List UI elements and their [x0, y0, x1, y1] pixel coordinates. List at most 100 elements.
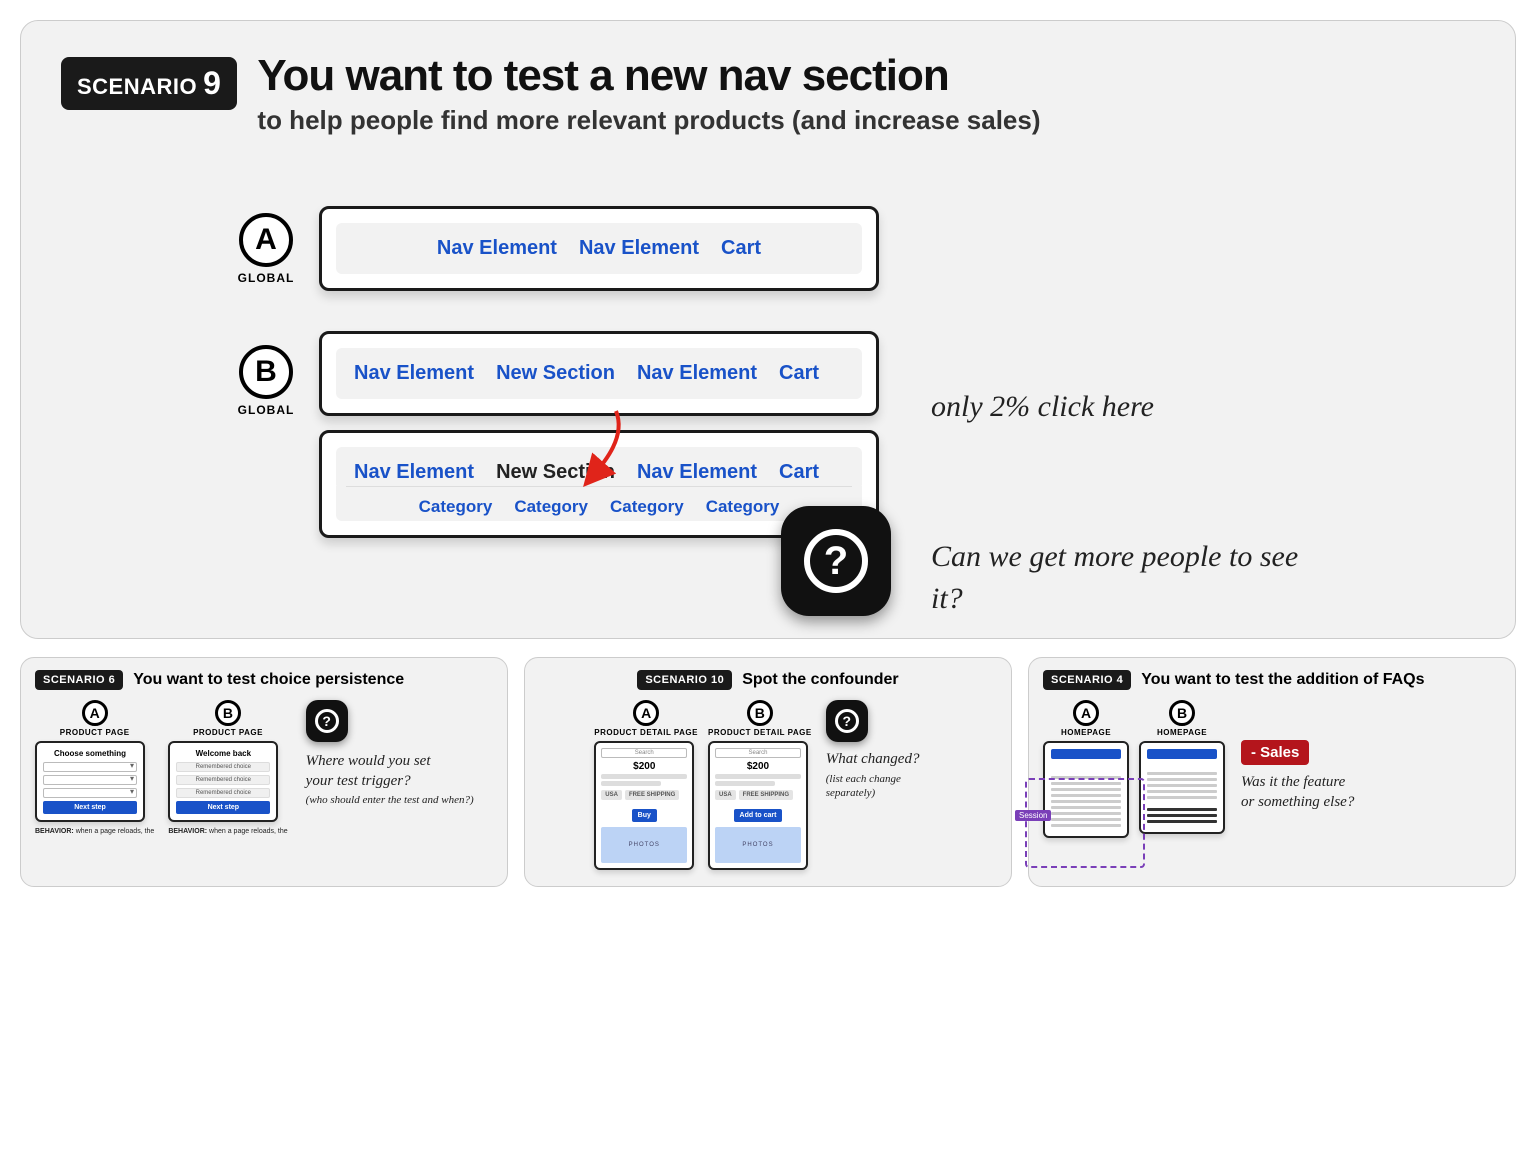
mini-question-icon: ?	[306, 700, 348, 742]
handwritten-note-2: Can we get more people to see it?	[931, 536, 1311, 620]
price-text: $200	[601, 761, 687, 772]
mini-sub: PRODUCT DETAIL PAGE	[708, 728, 812, 737]
variant-b-scope: GLOBAL	[231, 403, 301, 417]
chip: FREE SHIPPING	[739, 790, 793, 800]
mini-card-header: Welcome back	[176, 749, 270, 758]
mini-sub: HOMEPAGE	[1139, 728, 1225, 737]
main-subtitle: to help people find more relevant produc…	[257, 105, 1040, 136]
note-small: (who should enter the test and when?)	[306, 793, 493, 807]
nav-link-new-section[interactable]: New Section	[496, 362, 615, 385]
next-step-button[interactable]: Next step	[176, 801, 270, 814]
mini-sub: PRODUCT DETAIL PAGE	[594, 728, 698, 737]
search-input[interactable]: Search	[715, 748, 801, 758]
category-link[interactable]: Category	[706, 497, 780, 517]
mini-variant-b: B PRODUCT PAGE Welcome back Remembered c…	[168, 700, 287, 835]
remembered-row: Remembered choice	[176, 788, 270, 798]
arrow-icon	[561, 406, 641, 496]
mini-card-a: Choose something Next step	[35, 741, 145, 822]
note-line: your test trigger?	[306, 773, 411, 789]
mini-sub-b: PRODUCT PAGE	[168, 728, 287, 737]
nav-link[interactable]: Nav Element	[354, 461, 474, 484]
note-small: (list each change separately)	[826, 772, 942, 801]
note-line: Was it the feature	[1241, 774, 1345, 790]
note-line: What changed?	[826, 751, 920, 767]
nav-link-cart[interactable]: Cart	[721, 237, 761, 260]
hand-note: What changed? (list each change separate…	[826, 750, 942, 800]
product-card-a: Search $200 USA FREE SHIPPING Buy PHOTOS	[594, 741, 694, 870]
product-card-b: Search $200 USA FREE SHIPPING Add to car…	[708, 741, 808, 870]
mini-card-b: Welcome back Remembered choice Remembere…	[168, 741, 278, 822]
price-text: $200	[715, 761, 801, 772]
mini-variant-a: A PRODUCT DETAIL PAGE Search $200 USA FR…	[594, 700, 698, 870]
thumb-scenario-6[interactable]: SCENARIO 6 You want to test choice persi…	[20, 657, 508, 887]
add-to-cart-button[interactable]: Add to cart	[734, 809, 783, 822]
search-input[interactable]: Search	[601, 748, 687, 758]
titles: You want to test a new nav section to he…	[257, 51, 1040, 136]
main-scenario-panel: SCENARIO 9 You want to test a new nav se…	[20, 20, 1516, 639]
nav-link[interactable]: Nav Element	[437, 237, 557, 260]
scenario-badge: SCENARIO 9	[61, 57, 237, 110]
remembered-row: Remembered choice	[176, 775, 270, 785]
behavior-text: BEHAVIOR: when a page reloads, the	[168, 828, 287, 835]
dashed-selection	[1025, 778, 1145, 868]
mini-variant-b: B HOMEPAGE	[1139, 700, 1225, 838]
variant-a-row: A GLOBAL Nav Element Nav Element Cart	[61, 206, 1475, 291]
mini-badge: SCENARIO 10	[637, 670, 732, 690]
nav-link-cart[interactable]: Cart	[779, 362, 819, 385]
mini-card-header: Choose something	[43, 749, 137, 758]
variant-a-letter: A	[239, 213, 293, 267]
nav-link[interactable]: Nav Element	[354, 362, 474, 385]
mini-sub-a: PRODUCT PAGE	[35, 728, 154, 737]
variant-a-label: A GLOBAL	[231, 213, 301, 285]
mini-sub: HOMEPAGE	[1043, 728, 1129, 737]
variant-b-letter: B	[239, 345, 293, 399]
hand-note: Where would you set your test trigger? (…	[306, 752, 493, 807]
mini-question-icon: ?	[826, 700, 868, 742]
variants-area: A GLOBAL Nav Element Nav Element Cart B …	[61, 206, 1475, 538]
buy-button[interactable]: Buy	[632, 809, 657, 822]
variant-b-navbar-collapsed: Nav Element New Section Nav Element Cart	[336, 348, 862, 399]
remembered-row: Remembered choice	[176, 762, 270, 772]
hand-note: Was it the feature or something else?	[1241, 773, 1501, 812]
category-link[interactable]: Category	[419, 497, 493, 517]
question-icon: ?	[781, 506, 891, 616]
thumb-scenario-4[interactable]: SCENARIO 4 You want to test the addition…	[1028, 657, 1516, 887]
variant-a-navbar: Nav Element Nav Element Cart	[336, 223, 862, 274]
variant-a-scope: GLOBAL	[231, 271, 301, 285]
nav-link-cart[interactable]: Cart	[779, 461, 819, 484]
handwritten-note-1: only 2% click here	[931, 386, 1154, 428]
purple-tag: Session	[1015, 810, 1051, 821]
main-title: You want to test a new nav section	[257, 51, 1040, 101]
variant-a-navcard: Nav Element Nav Element Cart	[319, 206, 879, 291]
variant-b-row: B GLOBAL Nav Element New Section Nav Ele…	[61, 331, 1475, 538]
chip: FREE SHIPPING	[625, 790, 679, 800]
sales-badge: - Sales	[1241, 740, 1309, 765]
mini-variant-b: B PRODUCT DETAIL PAGE Search $200 USA FR…	[708, 700, 812, 870]
mini-badge: SCENARIO 6	[35, 670, 123, 690]
thumb-title: You want to test choice persistence	[133, 671, 404, 689]
header-row: SCENARIO 9 You want to test a new nav se…	[61, 51, 1475, 136]
photo-block: PHOTOS	[601, 827, 687, 863]
badge-prefix: SCENARIO	[77, 74, 197, 100]
mini-badge: SCENARIO 4	[1043, 670, 1131, 690]
nav-link[interactable]: Nav Element	[637, 362, 757, 385]
category-link[interactable]: Category	[514, 497, 588, 517]
badge-number: 9	[203, 67, 221, 99]
next-step-button[interactable]: Next step	[43, 801, 137, 814]
thumb-title: Spot the confounder	[742, 671, 898, 689]
variant-b-navcard-collapsed: Nav Element New Section Nav Element Cart	[319, 331, 879, 416]
thumbnails-row: SCENARIO 6 You want to test choice persi…	[20, 657, 1516, 887]
note-line: or something else?	[1241, 794, 1354, 810]
photo-block: PHOTOS	[715, 827, 801, 863]
variant-b-label: B GLOBAL	[231, 345, 301, 417]
homepage-card-b	[1139, 741, 1225, 834]
mini-variant-a: A PRODUCT PAGE Choose something Next ste…	[35, 700, 154, 835]
nav-link[interactable]: Nav Element	[579, 237, 699, 260]
nav-link[interactable]: Nav Element	[637, 461, 757, 484]
behavior-text: BEHAVIOR: when a page reloads, the	[35, 828, 154, 835]
chip: USA	[601, 790, 622, 800]
thumb-scenario-10[interactable]: SCENARIO 10 Spot the confounder A PRODUC…	[524, 657, 1012, 887]
note-line: Where would you set	[306, 753, 431, 769]
chip: USA	[715, 790, 736, 800]
category-link[interactable]: Category	[610, 497, 684, 517]
